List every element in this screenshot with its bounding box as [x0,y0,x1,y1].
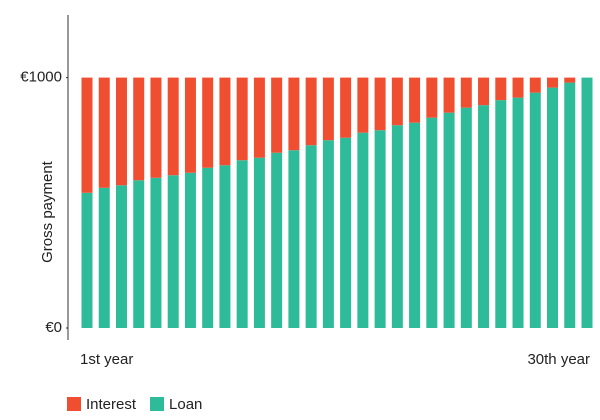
bar-segment [184,77,196,173]
bar-segment [391,125,403,329]
bar-segment [460,77,472,108]
bar-segment [409,122,421,328]
bar-segment [581,77,593,328]
bar-segment [322,77,334,141]
bar-segment [98,187,110,328]
bar-segment [81,192,93,328]
bar-segment [495,100,507,328]
bar-segment [340,137,352,328]
legend-swatch [67,397,81,411]
bar-segment [150,177,162,328]
y-tick-label: €1000 [20,69,62,86]
bar-segment [495,77,507,101]
legend-label: Loan [169,396,202,413]
bar-segment [305,77,317,146]
bar-segment [305,145,317,328]
bar-segment [167,175,179,328]
bar-segment [547,77,559,88]
bar-segment [426,117,438,328]
x-tick-label: 30th year [527,351,590,368]
bar-segment [288,150,300,328]
bar-segment [202,77,214,168]
bar-segment [478,105,490,328]
y-tick-label: €0 [45,319,62,336]
bar-segment [409,77,421,123]
bar-segment [460,107,472,328]
bar-segment [512,77,524,98]
bar-segment [184,172,196,328]
bar-segment [322,140,334,328]
bar-segment [288,77,300,151]
bar-segment [271,77,283,153]
bar-segment [271,152,283,328]
bar-segment [443,112,455,328]
bar-segment [478,77,490,106]
bar-segment [167,77,179,176]
bar-segment [512,97,524,328]
bar-segment [115,77,127,186]
bar-segment [219,77,231,166]
bar-segment [115,185,127,328]
bar-segment [253,157,265,328]
bar-segment [374,130,386,328]
bar-segment [564,82,576,328]
bar-segment [236,160,248,328]
bar-segment [357,132,369,328]
bar-segment [426,77,438,118]
bar-segment [547,87,559,328]
bar-segment [564,77,576,83]
bar-segment [357,77,369,133]
legend-swatch [150,397,165,411]
bar-segment [529,77,541,93]
bar-segment [219,165,231,328]
bar-segment [529,92,541,329]
bar-segment [133,180,145,328]
legend-label: Interest [86,396,137,413]
x-tick-label: 1st year [80,351,133,368]
bar-segment [150,77,162,178]
bar-segment [236,77,248,161]
bar-segment [253,77,265,158]
y-axis-label: Gross payment [39,160,56,263]
bar-segment [391,77,403,126]
bar-segment [202,167,214,328]
bar-segment [374,77,386,131]
bar-segment [133,77,145,181]
bar-segment [443,77,455,113]
bar-segment [81,77,93,193]
bar-segment [98,77,110,188]
bar-segment [340,77,352,138]
